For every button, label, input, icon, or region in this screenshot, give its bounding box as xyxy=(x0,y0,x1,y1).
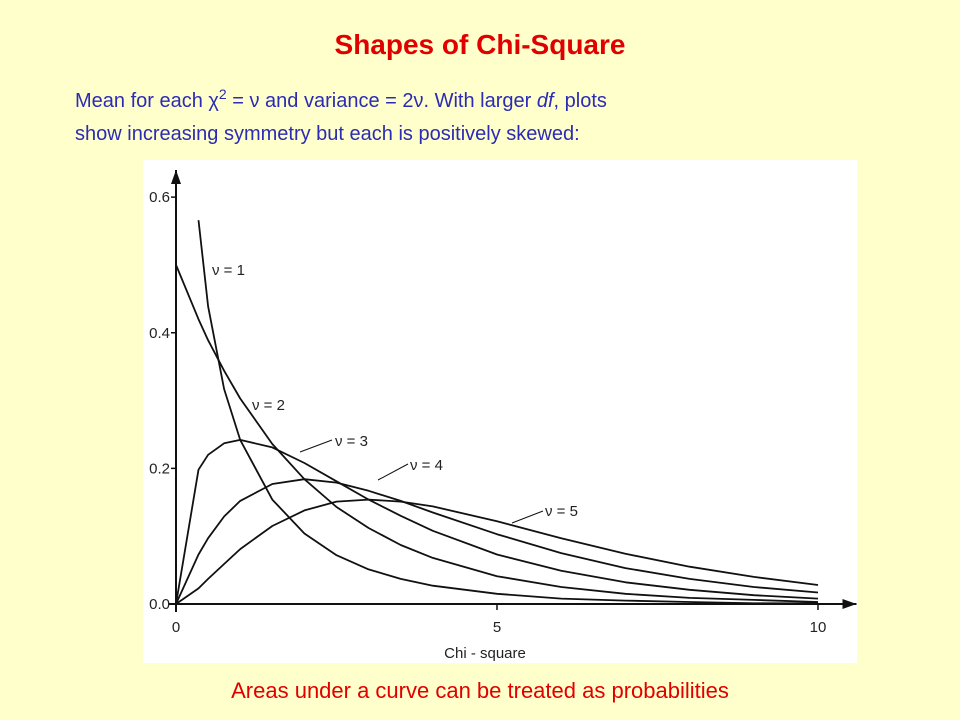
y-tick-label: 0.0 xyxy=(149,596,170,613)
footer: Areas under a curve can be treated as pr… xyxy=(231,678,729,703)
curve xyxy=(175,498,819,605)
y-tick-label: 0.6 xyxy=(149,189,170,206)
curve xyxy=(197,220,818,605)
y-axis-arrow xyxy=(171,170,181,184)
subtitle-part: Mean for each χ xyxy=(75,90,219,112)
curve-label: ν = 5 xyxy=(545,503,578,520)
x-axis-label: Chi - square xyxy=(444,645,526,662)
x-tick-label: 5 xyxy=(493,619,501,636)
subtitle-line: Mean for each χ2 = ν and variance = 2ν. … xyxy=(75,86,607,112)
subtitle-sup: 2 xyxy=(219,86,227,102)
curve-label: ν = 3 xyxy=(335,433,368,450)
x-tick-label: 10 xyxy=(810,619,827,636)
subtitle-part: df xyxy=(537,90,556,112)
y-tick-label: 0.2 xyxy=(149,460,170,477)
curve-label: ν = 4 xyxy=(410,457,443,474)
subtitle-part: show increasing symmetry but each is pos… xyxy=(75,123,580,145)
curve-label: ν = 1 xyxy=(212,262,245,279)
curve-label: ν = 2 xyxy=(252,397,285,414)
subtitle-part: = ν and variance = 2ν. With larger xyxy=(227,90,537,112)
y-tick-label: 0.4 xyxy=(149,325,170,342)
curve xyxy=(175,478,819,605)
curve xyxy=(175,264,819,603)
subtitle-part: , plots xyxy=(554,90,607,112)
leader-line xyxy=(299,439,333,453)
subtitle-line: show increasing symmetry but each is pos… xyxy=(75,123,580,145)
plot-area xyxy=(143,160,857,663)
x-tick-label: 0 xyxy=(172,619,180,636)
x-axis-arrow xyxy=(842,599,857,609)
title: Shapes of Chi-Square xyxy=(335,29,626,60)
leader-line xyxy=(377,463,409,481)
plot: 0.0 0.2 0.4 0.6 0 5 10 Chi - square ν = 1 ν = 2 ν … xyxy=(149,170,857,662)
leader-line xyxy=(511,510,544,524)
